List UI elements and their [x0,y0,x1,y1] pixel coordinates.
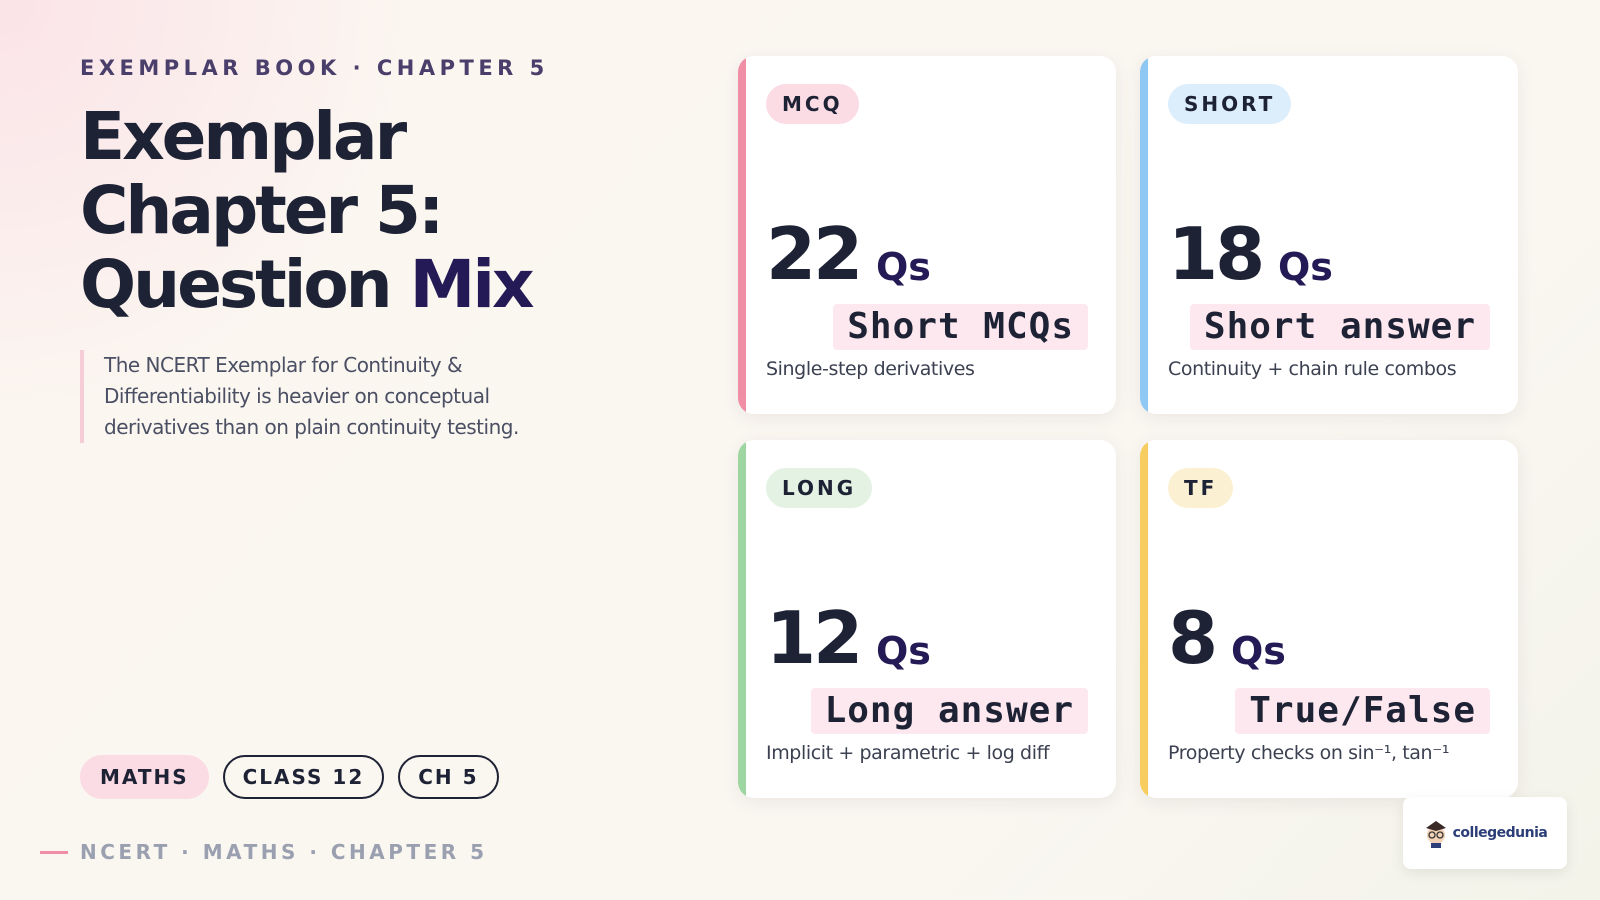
card-unit: Qs [1231,629,1286,673]
card: LONG 12 Qs Long answer Implicit + parametric… [738,440,1116,798]
card-accent [738,440,746,798]
card: MCQ 22 Qs Short MCQs Single-step derivatives [738,56,1116,414]
logo: collegedunia [1403,797,1567,869]
title-main: Exemplar Chapter 5: Question [80,98,444,323]
title: Exemplar Chapter 5: Question Mix [80,100,640,322]
tag: CH 5 [398,755,499,799]
card-unit: Qs [876,245,931,289]
card-tag: MCQ [766,84,859,124]
card-accent [1140,440,1148,798]
card: TF 8 Qs True/False Property checks on sin⁻¹,… [1140,440,1518,798]
footer-dash [40,850,68,854]
card-accent [1140,56,1148,414]
card-unit: Qs [1278,245,1333,289]
tag: CLASS 12 [222,755,385,799]
card-label: Short MCQs [833,304,1088,350]
footer-text: NCERT · MATHS · CHAPTER 5 [80,840,488,864]
card-note: Single-step derivatives [766,358,975,380]
card-count: 12 [766,596,863,680]
card-count: 8 [1168,596,1218,680]
description: The NCERT Exemplar for Continuity & Diff… [80,350,584,443]
card: SHORT 18 Qs Short answer Continuity + chain … [1140,56,1518,414]
card-count: 18 [1168,212,1265,296]
logo-icon [1425,821,1446,848]
card-tag: LONG [766,468,873,508]
tags: MATHS CLASS 12 CH 5 [80,755,499,799]
card-tag: TF [1168,468,1234,508]
card-note: Continuity + chain rule combos [1168,358,1457,380]
eyebrow: EXEMPLAR BOOK · CHAPTER 5 [80,56,549,80]
card-tag: SHORT [1168,84,1292,124]
card-note: Property checks on sin⁻¹, tan⁻¹ [1168,742,1450,764]
card-count: 22 [766,212,863,296]
card-label: True/False [1235,688,1490,734]
logo-text: collegedunia [1452,825,1548,841]
card-label: Short answer [1189,304,1490,350]
title-accent: Mix [409,246,535,323]
tag: MATHS [80,755,209,799]
card-note: Implicit + parametric + log diff [766,742,1050,764]
card-label: Long answer [810,688,1088,734]
card-unit: Qs [876,629,931,673]
footer: NCERT · MATHS · CHAPTER 5 [40,840,488,864]
card-accent [738,56,746,414]
